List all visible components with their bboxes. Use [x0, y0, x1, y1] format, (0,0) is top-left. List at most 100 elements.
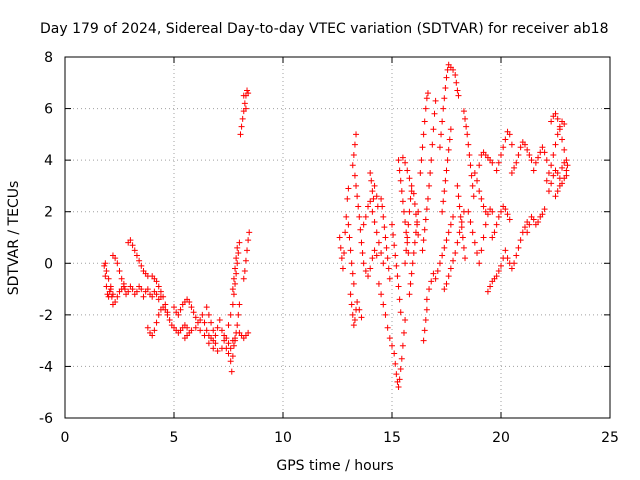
- data-point-marker: [386, 275, 393, 282]
- y-tick-label: 0: [44, 256, 53, 272]
- data-point-marker: [404, 239, 411, 246]
- data-point-marker: [227, 358, 234, 365]
- data-point-marker: [444, 66, 451, 73]
- data-point-marker: [511, 164, 518, 171]
- data-point-marker: [397, 309, 404, 316]
- data-point-marker: [541, 149, 548, 156]
- data-point-marker: [227, 311, 234, 318]
- data-point-marker: [348, 301, 355, 308]
- data-point-marker: [445, 229, 452, 236]
- data-point-marker: [353, 131, 360, 138]
- data-point-marker: [190, 309, 197, 316]
- data-point-marker: [550, 172, 557, 179]
- data-point-marker: [245, 90, 252, 97]
- data-point-marker: [380, 301, 387, 308]
- data-point-marker: [508, 265, 515, 272]
- data-point-marker: [467, 219, 474, 226]
- data-point-marker: [515, 151, 522, 158]
- data-point-marker: [106, 288, 113, 295]
- data-point-marker: [144, 324, 151, 331]
- data-point-marker: [341, 249, 348, 256]
- data-point-marker: [445, 273, 452, 280]
- data-point-marker: [338, 255, 345, 262]
- data-point-marker: [234, 260, 241, 267]
- data-point-marker: [358, 239, 365, 246]
- data-point-marker: [423, 206, 430, 213]
- data-point-marker: [380, 213, 387, 220]
- data-point-marker: [408, 182, 415, 189]
- y-tick-label: -2: [39, 308, 53, 324]
- data-point-marker: [548, 180, 555, 187]
- data-point-marker: [471, 170, 478, 177]
- data-point-marker: [463, 123, 470, 130]
- data-point-marker: [205, 311, 212, 318]
- data-point-marker: [356, 306, 363, 313]
- data-point-marker: [389, 342, 395, 349]
- data-point-marker: [480, 234, 487, 241]
- data-point-marker: [504, 255, 511, 262]
- data-point-marker: [402, 317, 409, 324]
- data-point-marker: [349, 162, 356, 169]
- data-point-marker: [389, 221, 395, 228]
- x-tick-label: 15: [383, 430, 401, 446]
- data-point-marker: [229, 286, 236, 293]
- data-point-marker: [445, 146, 452, 153]
- data-point-marker: [157, 288, 164, 295]
- data-point-marker: [127, 237, 134, 244]
- data-point-marker: [524, 229, 531, 236]
- data-point-marker: [108, 293, 115, 300]
- data-point-marker: [459, 234, 466, 241]
- data-points: [101, 61, 571, 391]
- data-point-marker: [118, 275, 125, 282]
- data-point-marker: [129, 242, 136, 249]
- data-point-marker: [385, 265, 392, 272]
- data-point-marker: [545, 188, 552, 195]
- data-point-marker: [506, 216, 513, 223]
- data-point-marker: [395, 283, 402, 290]
- data-point-marker: [203, 327, 210, 334]
- data-point-marker: [391, 242, 398, 249]
- data-point-marker: [446, 136, 453, 143]
- data-point-marker: [162, 306, 169, 313]
- data-point-marker: [188, 327, 195, 334]
- data-point-marker: [223, 335, 230, 342]
- data-point-marker: [212, 332, 219, 339]
- data-point-marker: [153, 319, 160, 326]
- data-point-marker: [208, 319, 215, 326]
- data-point-marker: [379, 203, 386, 210]
- data-point-marker: [411, 200, 418, 207]
- data-point-marker: [440, 198, 447, 205]
- data-point-marker: [478, 195, 485, 202]
- data-point-marker: [498, 208, 504, 215]
- data-point-marker: [406, 208, 413, 215]
- data-point-marker: [244, 247, 251, 254]
- data-point-marker: [369, 208, 376, 215]
- data-point-marker: [462, 255, 469, 262]
- data-point-marker: [406, 291, 413, 298]
- data-point-marker: [409, 260, 416, 267]
- data-point-marker: [210, 345, 217, 352]
- data-point-marker: [526, 151, 533, 158]
- data-point-marker: [465, 141, 472, 148]
- data-point-marker: [564, 162, 571, 169]
- data-point-marker: [360, 221, 367, 228]
- data-point-marker: [346, 234, 353, 241]
- data-point-marker: [232, 280, 239, 287]
- data-point-marker: [453, 79, 460, 86]
- data-point-marker: [521, 224, 528, 231]
- data-point-marker: [382, 234, 389, 241]
- data-point-marker: [398, 355, 405, 362]
- data-point-marker: [369, 255, 376, 262]
- data-point-marker: [371, 182, 378, 189]
- data-point-marker: [378, 195, 385, 202]
- data-point-marker: [235, 249, 242, 256]
- data-point-marker: [133, 252, 140, 259]
- data-point-marker: [225, 340, 232, 347]
- data-point-marker: [498, 262, 504, 269]
- data-point-marker: [513, 252, 520, 259]
- data-point-marker: [414, 219, 421, 226]
- data-point-marker: [436, 260, 443, 267]
- data-point-marker: [407, 280, 414, 287]
- data-point-marker: [543, 177, 550, 184]
